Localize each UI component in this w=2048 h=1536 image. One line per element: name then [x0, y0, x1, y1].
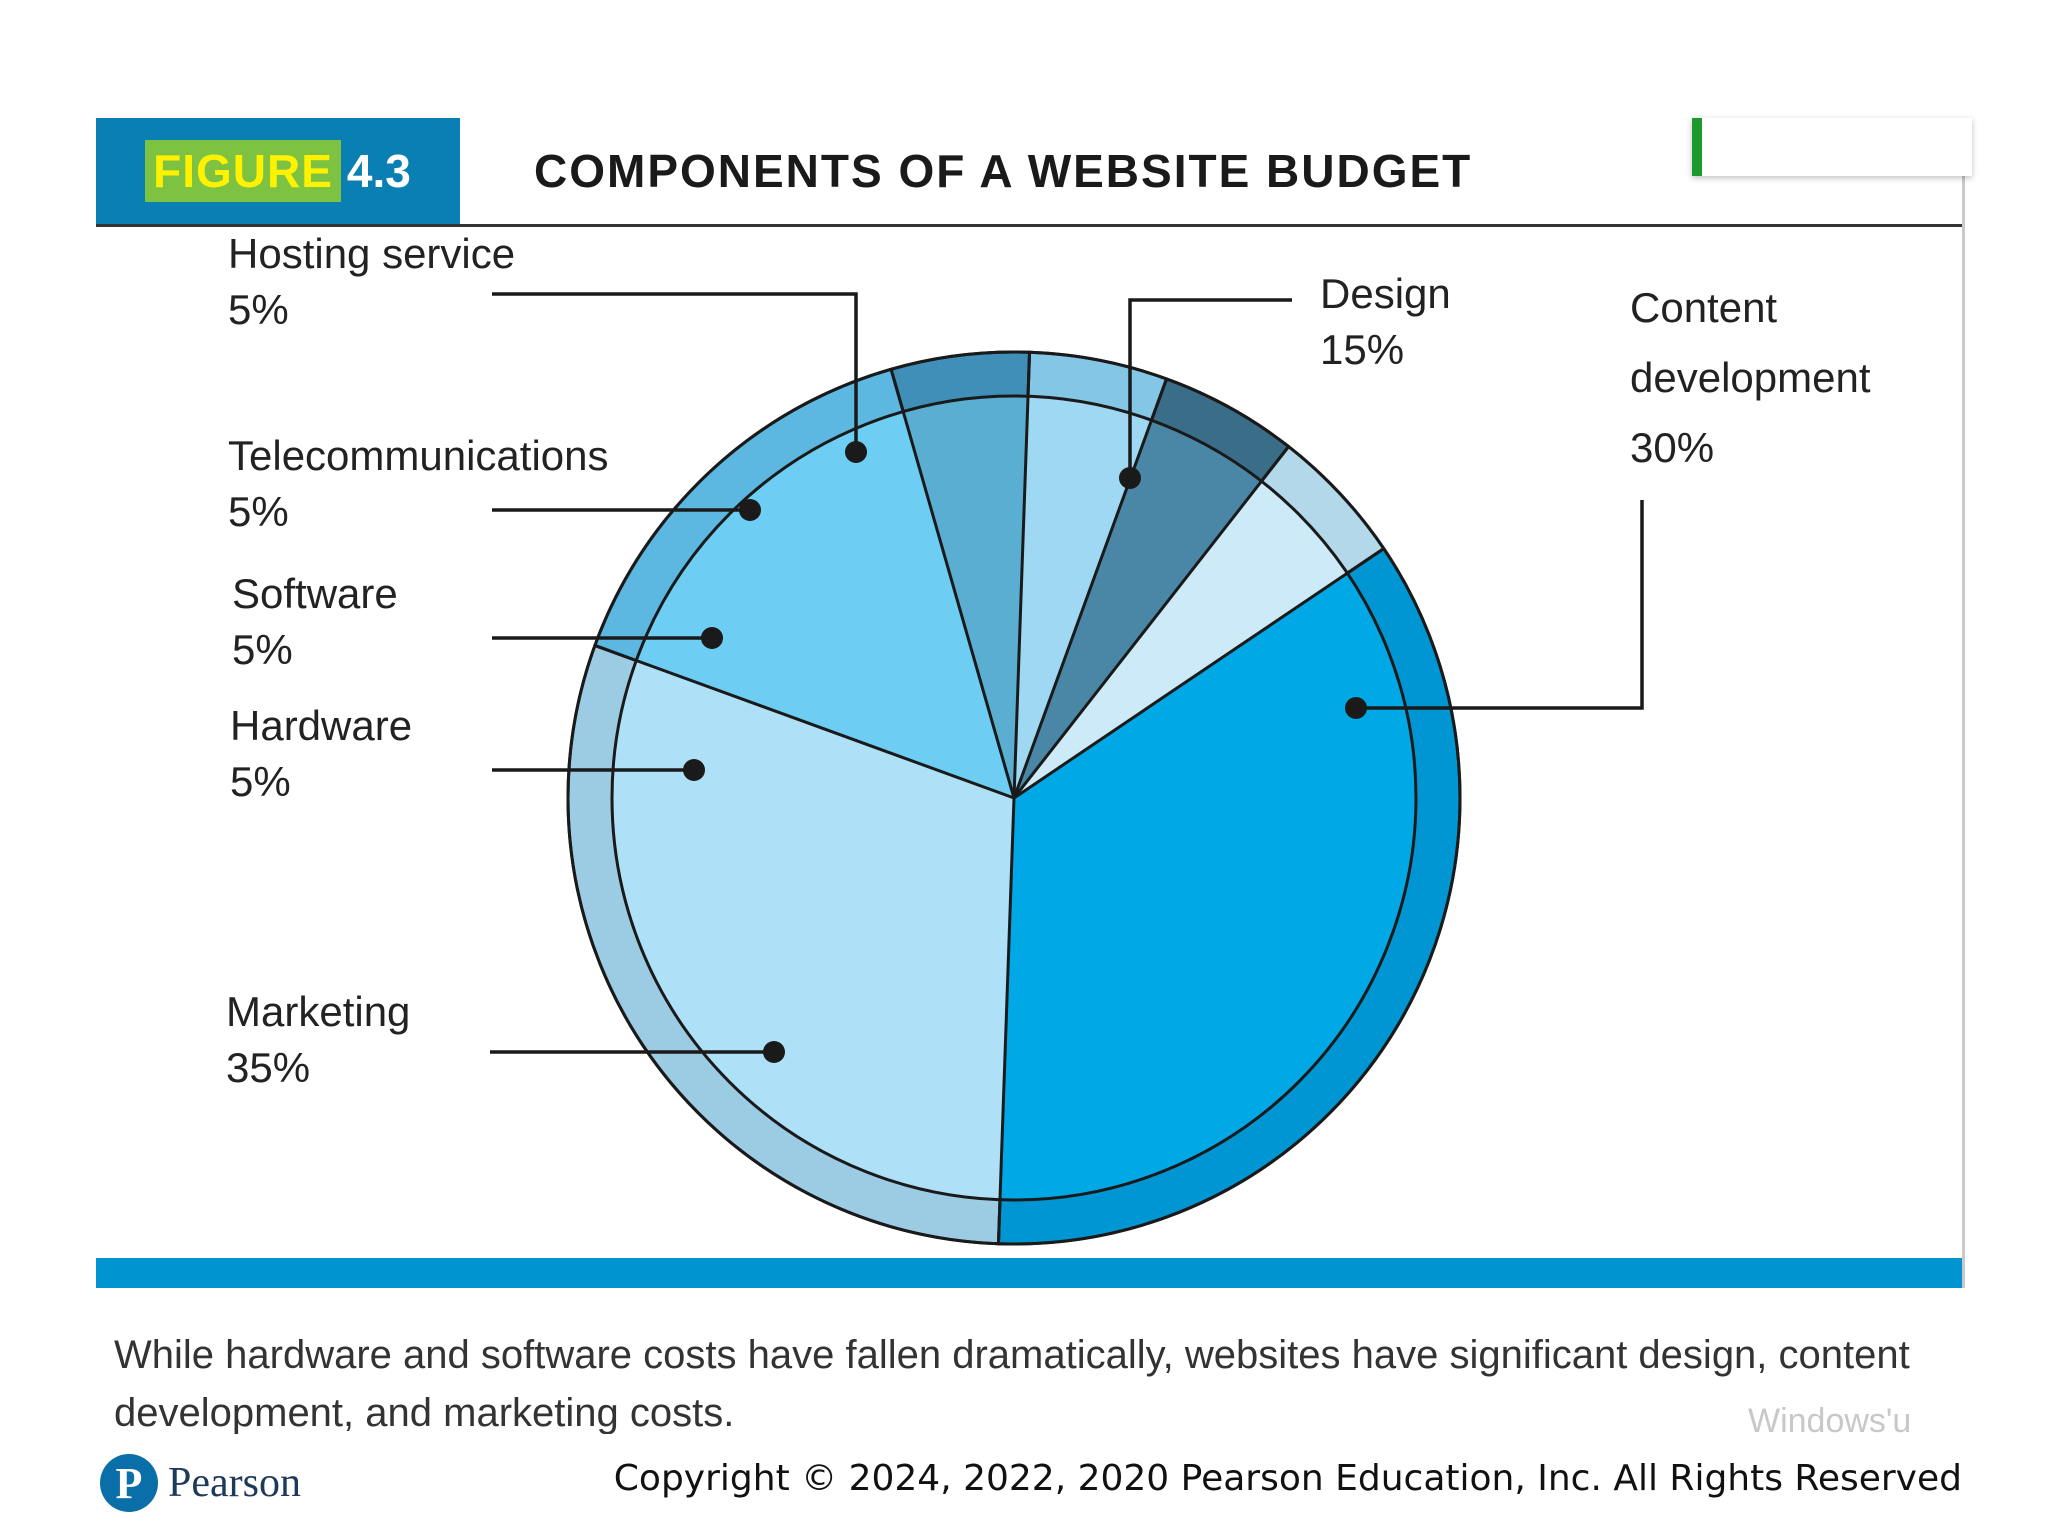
overlay-popup[interactable] [1692, 118, 1972, 176]
pearson-name: Pearson [168, 1460, 301, 1506]
pie-slice-content-development [612, 660, 1014, 1200]
pie-slice-telecommunications [1014, 396, 1152, 798]
copyright-notice: Copyright © 2024, 2022, 2020 Pearson Edu… [613, 1458, 1962, 1499]
figure-frame [96, 118, 1965, 1288]
label-content-development-value: 30% [1630, 424, 1714, 471]
pie-slice-hosting-service [903, 395, 1029, 798]
pie-divider-hosting-service [889, 368, 1016, 799]
pie-slice-hardware [1014, 481, 1348, 798]
label-telecommunications-value: 5% [228, 488, 289, 535]
pie-outer-outline [566, 350, 1462, 1246]
figure-caption: While hardware and software costs have f… [114, 1333, 1910, 1434]
pearson-logo-icon: P [100, 1454, 158, 1512]
pie-divider-marketing [1013, 547, 1385, 800]
label-design-value: 15% [1320, 326, 1404, 373]
pie-slice-software [1014, 420, 1262, 798]
title-divider [96, 224, 1962, 227]
pie-slice-marketing [999, 573, 1416, 1200]
leader-dot-content-development [1345, 697, 1367, 719]
label-marketing-text: Marketing [226, 988, 410, 1035]
leader-line-content-development [1356, 500, 1644, 710]
label-hosting-service-value: 5% [228, 286, 289, 333]
pie-inner-outline [610, 394, 1418, 1202]
label-hosting-service-text: Hosting service [228, 230, 515, 277]
figure-badge-number: 4.3 [346, 145, 411, 197]
leader-dot-hosting-service [845, 441, 867, 463]
leader-dot-telecommunications [739, 499, 761, 521]
pie-chart: Hosting service 5% Telecommunications 5% Sof… [226, 230, 1871, 1246]
label-hardware-value: 5% [230, 758, 291, 805]
windows-watermark: Windows'u [1748, 1402, 1912, 1434]
leader-dot-design [1119, 467, 1141, 489]
figure-title: COMPONENTS OF A WEBSITE BUDGET [534, 145, 1473, 197]
leader-dot-hardware [683, 759, 705, 781]
label-marketing-value: 35% [226, 1044, 310, 1091]
figure-bottom-band [96, 1258, 1962, 1288]
label-design-text: Design [1320, 270, 1451, 317]
pearson-logo: P Pearson [100, 1454, 301, 1512]
label-telecommunications-text: Telecommunications [228, 432, 609, 479]
leader-dot-software [701, 627, 723, 649]
pie-divider-content-development [996, 797, 1016, 1244]
pie-divider-design [594, 644, 1015, 800]
pie-divider-telecommunications [1012, 352, 1032, 799]
figure-badge: FIGURE 4.3 [96, 118, 460, 224]
label-software-text: Software [232, 570, 398, 617]
label-content-development-text: Content [1630, 284, 1777, 331]
label-hardware-text: Hardware [230, 702, 412, 749]
figure-badge-word: FIGURE [145, 140, 341, 202]
leader-line-hosting-service [492, 292, 858, 452]
label-content-development-text-1: development [1630, 354, 1871, 401]
leader-line-design [1128, 298, 1292, 478]
pie-slice-design [636, 411, 1014, 798]
leader-dot-marketing [763, 1041, 785, 1063]
label-software-value: 5% [232, 626, 293, 673]
pie-divider-hardware [1012, 445, 1290, 799]
pie-divider-software [1012, 378, 1168, 799]
